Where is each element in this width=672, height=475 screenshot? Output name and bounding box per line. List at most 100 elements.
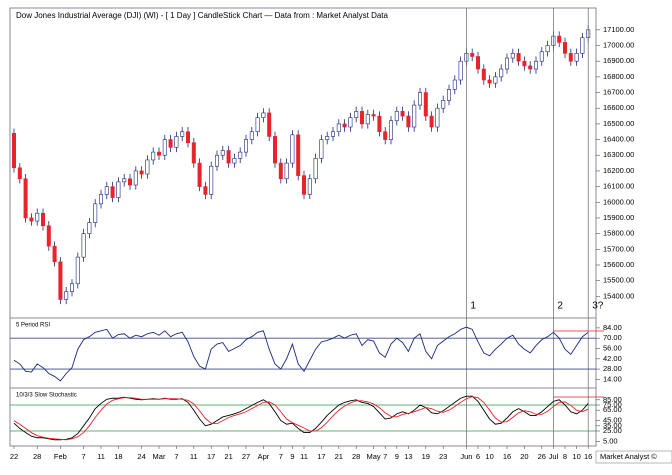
candle-body	[23, 178, 28, 219]
candle-body	[394, 111, 399, 122]
x-tick-label: 10	[485, 452, 493, 461]
candle-body	[122, 178, 127, 183]
candle-body	[574, 53, 579, 62]
candle-body	[510, 53, 515, 59]
candle-body	[162, 139, 167, 156]
candle-body	[267, 112, 272, 137]
candle-body	[116, 181, 121, 198]
rsi-title: 5 Period RSI	[16, 323, 50, 329]
y-tick-label: 15600.00	[603, 260, 634, 269]
x-tick-label: 21	[224, 452, 232, 461]
annotation: 1	[470, 301, 476, 312]
candle-body	[46, 225, 51, 247]
candle-body	[301, 175, 306, 195]
candle-body	[272, 136, 277, 164]
candle-body	[75, 256, 80, 285]
candle-body	[139, 170, 144, 175]
indicator-line	[13, 326, 589, 382]
candle-body	[168, 139, 173, 148]
candle-body	[220, 150, 225, 156]
x-tick-label: 7	[82, 452, 86, 461]
candle-body	[516, 53, 521, 62]
candle-body	[580, 37, 585, 54]
y-tick-label: 15900.00	[603, 213, 634, 222]
candle-body	[504, 57, 509, 70]
y-tick-label: 85.00	[603, 395, 622, 404]
candle-body	[545, 45, 550, 53]
x-tick-label: 28	[352, 452, 360, 461]
y-tick-label: 65.00	[603, 405, 622, 414]
y-tick-label: 16100.00	[603, 182, 634, 191]
candle-body	[191, 142, 196, 164]
y-tick-label: 15400.00	[603, 291, 634, 300]
y-tick-label: 25.00	[603, 426, 622, 435]
y-tick-label: 16700.00	[603, 88, 634, 97]
candle-body	[371, 114, 376, 117]
candle-body	[128, 178, 133, 186]
candle-body	[244, 139, 249, 153]
candle-body	[336, 123, 341, 133]
candle-body	[481, 68, 486, 81]
x-tick-label: Feb	[54, 452, 67, 461]
candle-body	[52, 245, 57, 263]
y-tick-label: 16900.00	[603, 56, 634, 65]
annotation: 3?	[592, 301, 604, 312]
footer: Market Analyst ©	[600, 452, 657, 461]
y-tick-label: 16200.00	[603, 166, 634, 175]
candle-body	[17, 167, 22, 180]
candle-body	[110, 186, 115, 198]
y-tick-label: 16600.00	[603, 103, 634, 112]
candle-body	[58, 261, 63, 300]
x-tick-label: 26	[538, 452, 546, 461]
candle-body	[377, 115, 382, 133]
candle-body	[499, 68, 504, 78]
x-tick-label: 10	[572, 452, 580, 461]
candle-body	[533, 60, 538, 70]
candle-body	[522, 60, 527, 67]
x-tick-label: 16	[503, 452, 511, 461]
candle-body	[423, 92, 428, 117]
candle-body	[493, 76, 498, 84]
footer-box	[595, 450, 672, 464]
candle-body	[35, 212, 40, 222]
candle-body	[388, 120, 393, 140]
y-tick-label: 42.00	[603, 354, 622, 363]
y-tick-label: 15800.00	[603, 229, 634, 238]
x-tick-label: 28	[33, 452, 41, 461]
candle-body	[284, 162, 289, 180]
annotation: 2	[557, 301, 563, 312]
y-tick-label: 15500.00	[603, 276, 634, 285]
candle-body	[151, 151, 156, 161]
stochastic-title: 10/3/3 Slow Stochastic	[16, 393, 77, 399]
x-tick-label: 13	[404, 452, 412, 461]
candle-body	[313, 158, 318, 180]
candle-body	[417, 92, 422, 106]
candle-body	[446, 89, 451, 101]
candle-body	[226, 150, 231, 164]
candle-body	[307, 178, 312, 195]
candle-body	[186, 131, 191, 144]
y-tick-label: 56.00	[603, 343, 622, 352]
candle-body	[249, 131, 254, 140]
y-tick-label: 70.00	[603, 333, 622, 342]
y-tick-label: 35.00	[603, 421, 622, 430]
candle-body	[232, 158, 237, 164]
candle-body	[255, 117, 260, 133]
x-tick-label: 17	[317, 452, 325, 461]
candle-body	[475, 56, 480, 70]
candle-body	[452, 79, 457, 90]
candle-body	[348, 117, 353, 128]
x-tick-label: 21	[335, 452, 343, 461]
x-tick-label: 9	[395, 452, 399, 461]
x-tick-label: 19	[422, 452, 430, 461]
y-tick-label: 17000.00	[603, 40, 634, 49]
x-tick-label: Mar	[153, 452, 166, 461]
candle-body	[174, 136, 179, 148]
x-tick-label: 7	[383, 452, 387, 461]
candle-body	[145, 159, 150, 175]
x-tick-label: 11	[300, 452, 308, 461]
x-tick-label: Apr	[258, 452, 270, 461]
candle-body	[557, 35, 562, 43]
indicator-line	[13, 396, 589, 441]
